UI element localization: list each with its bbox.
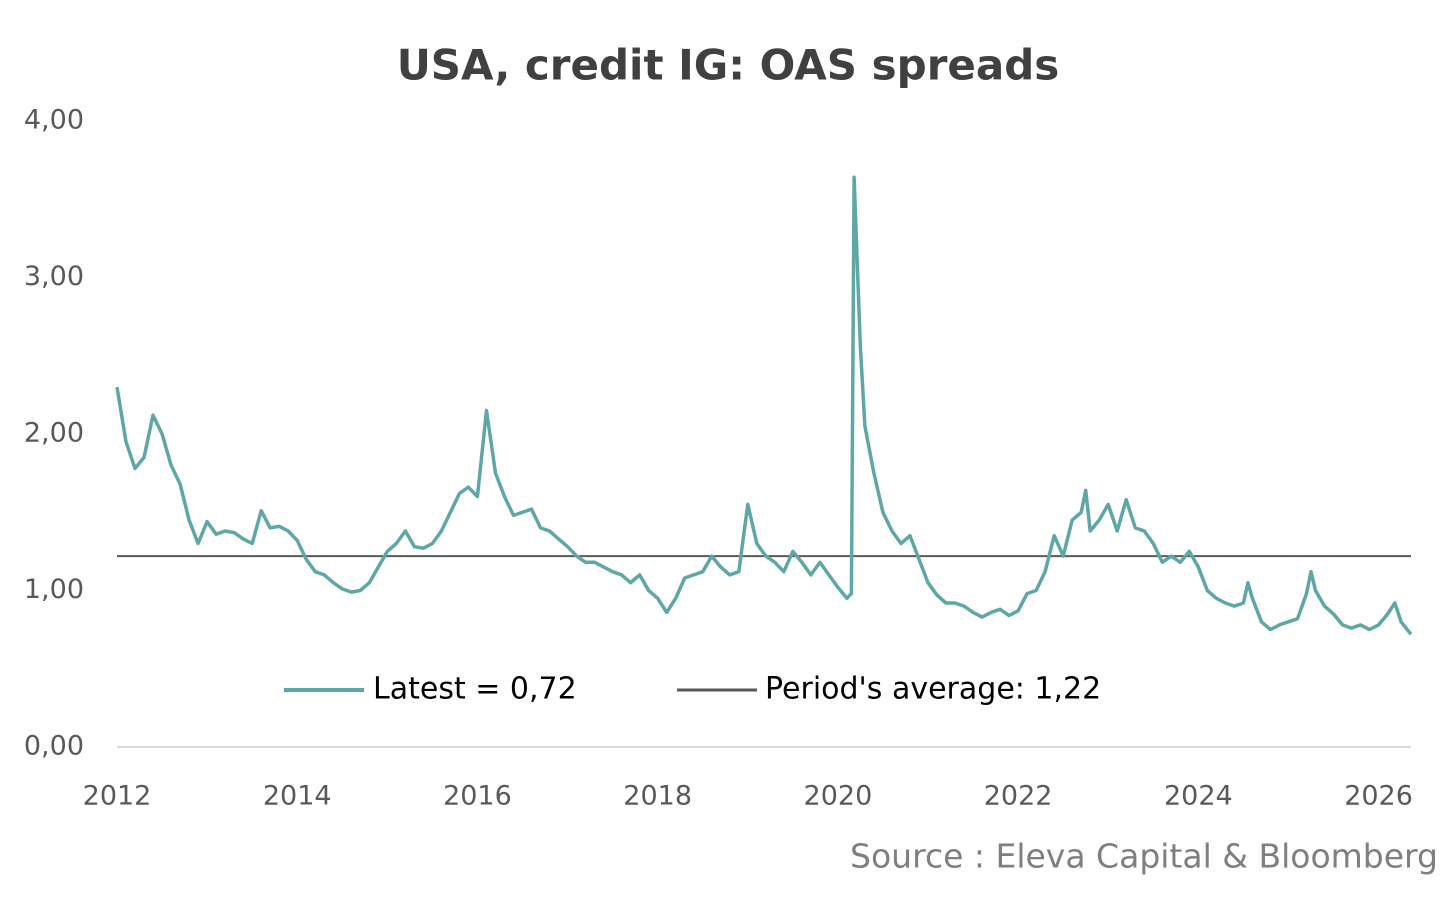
y-tick-label: 1,00 bbox=[24, 574, 84, 605]
y-tick-label: 4,00 bbox=[24, 105, 84, 136]
legend-label: Latest = 0,72 bbox=[373, 672, 577, 707]
y-tick-label: 3,00 bbox=[24, 261, 84, 292]
series-line bbox=[115, 175, 1413, 636]
x-tick-label: 2014 bbox=[263, 781, 332, 812]
chart-title: USA, credit IG: OAS spreads bbox=[397, 41, 1060, 90]
x-tick-label: 2026 bbox=[1344, 781, 1413, 812]
x-tick-label: 2024 bbox=[1164, 781, 1233, 812]
x-tick-label: 2016 bbox=[443, 781, 512, 812]
x-tick-label: 2020 bbox=[804, 781, 873, 812]
y-tick-label: 0,00 bbox=[24, 731, 84, 762]
x-tick-label: 2012 bbox=[83, 781, 152, 812]
y-tick-label: 2,00 bbox=[24, 418, 84, 449]
legend-label: Period's average: 1,22 bbox=[765, 672, 1101, 707]
x-tick-label: 2018 bbox=[623, 781, 692, 812]
x-tick-label: 2022 bbox=[984, 781, 1053, 812]
source-note: Source : Eleva Capital & Bloomberg bbox=[850, 837, 1438, 876]
